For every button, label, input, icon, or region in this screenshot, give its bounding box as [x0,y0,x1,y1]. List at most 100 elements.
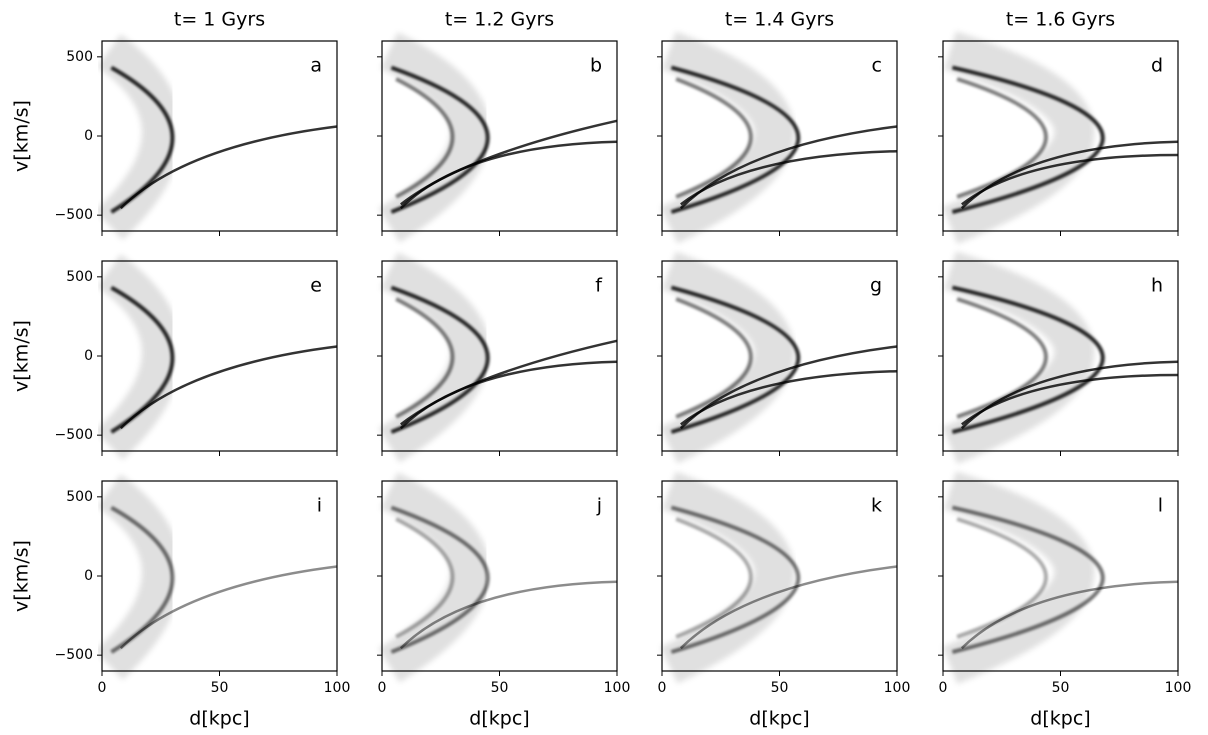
y-tick-label: 500 [66,49,93,65]
density-image [95,254,338,460]
panel-letter: c [872,55,882,77]
stream [680,369,898,426]
shell [670,505,801,654]
x-tick-label: 100 [884,680,911,696]
shell [951,505,1105,654]
density-image [95,474,338,680]
halo [942,471,1095,684]
shell-inner [956,517,1048,639]
stream [679,565,898,650]
panel-letter: e [310,275,322,297]
panel: b t= 1.2 Gyrs [377,9,618,243]
stream [119,125,338,210]
panel: 0 50 100 −500 0 500 i d[kpc] v[km/s] [11,474,351,730]
shell [390,285,490,434]
shell-inner [675,77,753,199]
y-axis-label: v[km/s] [11,320,33,392]
panel: −500 0 500 e v[km/s] [11,254,338,460]
shell [110,505,175,654]
x-tick-label: 100 [324,680,351,696]
panel: d t= 1.6 Gyrs [938,9,1179,244]
halo [95,254,182,460]
halo [660,471,795,684]
halo [942,31,1095,244]
density-image [378,32,618,243]
y-tick-label: −500 [55,207,93,223]
column-title: t= 1.2 Gyrs [445,9,554,31]
x-tick-label: 100 [604,680,631,696]
x-tick-label: 0 [658,680,667,696]
density-image [378,252,618,463]
stream [961,153,1179,206]
column-title: t= 1.6 Gyrs [1006,9,1115,31]
x-tick-label: 0 [939,680,948,696]
y-tick-label: 500 [66,489,93,505]
x-tick-label: 100 [1165,680,1192,696]
panel: −500 0 500 a t= 1 Gyrs v[km/s] [11,9,338,240]
density-image [660,31,898,244]
density-image [942,471,1179,684]
x-tick-label: 50 [491,680,509,696]
stream [399,580,618,650]
x-axis-label: d[kpc] [189,708,249,730]
stream [400,339,618,426]
density-image [942,251,1179,464]
x-axis-label: d[kpc] [1030,708,1090,730]
y-tick-label: 500 [66,269,93,285]
stream [119,345,338,430]
y-axis-label: v[km/s] [11,540,33,612]
panel-letter: k [871,495,882,517]
panel: c t= 1.4 Gyrs [657,9,898,244]
density-image [942,31,1179,244]
shell-inner [395,517,455,639]
shell [390,505,490,654]
stream [961,373,1179,426]
column-title: t= 1 Gyrs [174,9,265,31]
stream [400,119,618,206]
shell-inner [395,77,455,199]
x-tick-label: 0 [378,680,387,696]
stream [960,580,1179,650]
halo [942,251,1095,464]
halo [378,472,491,683]
x-axis-label: d[kpc] [469,708,529,730]
halo [95,474,182,680]
density-image [660,251,898,464]
panel-letter: f [595,275,603,297]
y-tick-label: 0 [84,128,93,144]
panel: 0 50 100 k d[kpc] [657,471,911,730]
x-tick-label: 50 [1052,680,1070,696]
shell [390,65,490,214]
halo [378,32,491,243]
panel-letter: l [1158,495,1163,517]
halo [660,251,795,464]
halo [660,31,795,244]
y-tick-label: 0 [84,348,93,364]
x-tick-label: 50 [211,680,229,696]
shell-inner [675,517,753,639]
shell-inner [675,297,753,419]
x-axis-label: d[kpc] [749,708,809,730]
panel: g [657,251,898,464]
shell [951,285,1105,434]
y-tick-label: 0 [84,568,93,584]
shell-inner [395,297,455,419]
stream [119,565,338,650]
density-image [95,34,338,240]
shell [670,285,801,434]
panel: f [377,252,618,463]
stream [680,149,898,206]
y-tick-label: −500 [55,647,93,663]
shell [670,65,801,214]
panel-letter: j [596,495,602,517]
x-tick-label: 0 [98,680,107,696]
x-tick-label: 50 [771,680,789,696]
panel-letter: a [310,55,322,77]
panel-letter: g [870,275,882,297]
panel-letter: b [590,55,602,77]
column-title: t= 1.4 Gyrs [725,9,834,31]
halo [95,34,182,240]
halo [378,252,491,463]
y-axis-label: v[km/s] [11,100,33,172]
